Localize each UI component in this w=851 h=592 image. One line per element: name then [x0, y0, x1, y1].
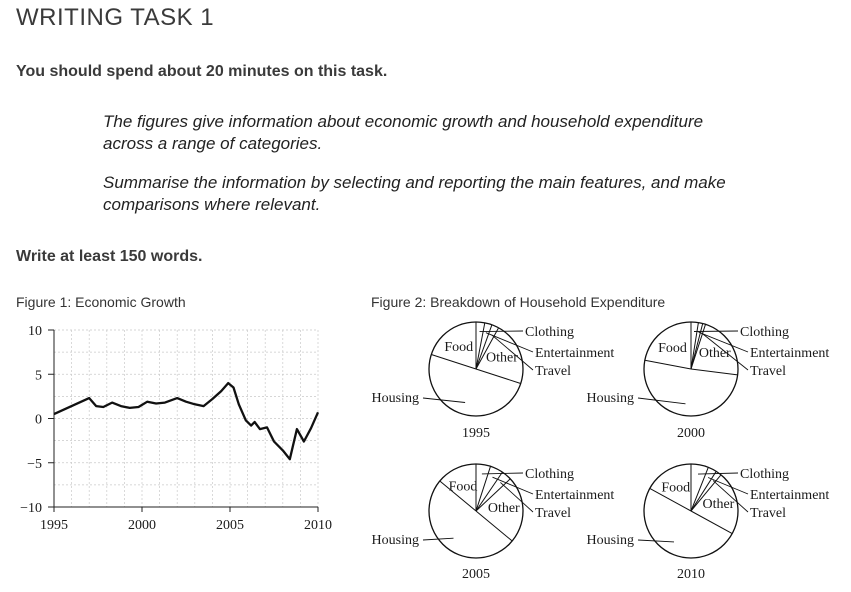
- slice-label-clothing-leader: [697, 472, 739, 475]
- pie-slice-boundary: [475, 510, 513, 542]
- pie-slice-boundary: [475, 327, 500, 370]
- pie-1995: Food Other Clothing Entertainment Travel Hous…: [372, 321, 614, 441]
- slice-label-travel: Travel: [750, 364, 786, 379]
- slice-label-housing-leader: [637, 539, 675, 543]
- time-instruction: You should spend about 20 minutes on thi…: [16, 63, 388, 80]
- slice-label-travel-leader: [712, 480, 749, 513]
- slice-label-other: Other: [699, 346, 731, 361]
- slice-label-travel: Travel: [535, 506, 571, 521]
- pie-slice-boundary: [475, 368, 521, 384]
- slice-label-travel-leader: [491, 334, 534, 371]
- pie-year-label: 2005: [462, 567, 490, 582]
- slice-label-food: Food: [661, 481, 690, 496]
- slice-label-housing-leader: [422, 537, 454, 541]
- y-tick-label: 5: [35, 368, 42, 383]
- slice-label-clothing-leader: [479, 330, 524, 333]
- pie-slice-boundary: [690, 510, 733, 535]
- pie-slice-boundary: [475, 324, 493, 370]
- pie-2005: Food Other Clothing Entertainment Travel Hous…: [372, 463, 614, 582]
- pie-year-label: 2000: [677, 426, 705, 441]
- slice-label-housing: Housing: [372, 391, 419, 406]
- y-tick-label: 0: [35, 413, 42, 428]
- slice-label-clothing: Clothing: [525, 467, 574, 482]
- y-tick-label: −5: [27, 457, 42, 472]
- pie-2010: Food Other Clothing Entertainment Travel Hous…: [587, 463, 829, 582]
- slice-label-travel: Travel: [750, 506, 786, 521]
- pie-year-label: 2010: [677, 567, 705, 582]
- y-tick-label: 10: [28, 324, 42, 339]
- pie-slice-boundary: [690, 322, 699, 370]
- slice-label-entertainment-leader: [707, 477, 749, 495]
- slice-label-food: Food: [444, 340, 473, 355]
- figure-1-title: Figure 1: Economic Growth: [16, 294, 186, 310]
- slice-label-entertainment: Entertainment: [535, 488, 614, 503]
- slice-label-travel-leader: [500, 482, 534, 513]
- slice-label-travel: Travel: [535, 364, 571, 379]
- task-instruction: Summarise the information by selecting a…: [103, 173, 726, 214]
- pie-slice-boundary: [475, 471, 503, 512]
- slice-label-clothing-leader: [481, 472, 524, 475]
- pie-2000: Food Other Clothing Entertainment Travel Hous…: [587, 321, 829, 441]
- slice-label-entertainment-leader: [698, 331, 749, 353]
- slice-label-entertainment: Entertainment: [750, 346, 829, 361]
- pie-slice-boundary: [644, 359, 692, 370]
- slice-label-clothing: Clothing: [525, 325, 574, 340]
- pie-slice-boundary: [690, 368, 738, 376]
- pie-slice-boundary: [475, 322, 486, 370]
- task-description: The figures give information about econo…: [103, 112, 704, 153]
- slice-label-other: Other: [488, 501, 520, 516]
- word-count-instruction: Write at least 150 words.: [16, 248, 203, 265]
- slice-label-entertainment-leader: [485, 332, 534, 353]
- pie-slice-boundary: [475, 478, 511, 512]
- slice-label-food: Food: [449, 480, 478, 495]
- slice-label-entertainment-leader: [492, 476, 534, 495]
- page-title: WRITING TASK 1: [16, 4, 215, 31]
- slice-label-clothing: Clothing: [740, 325, 789, 340]
- slice-label-entertainment: Entertainment: [750, 488, 829, 503]
- pie-slice-boundary: [439, 480, 477, 512]
- x-tick-label: 1995: [40, 518, 68, 533]
- slice-label-clothing-leader: [693, 330, 739, 332]
- slice-label-housing: Housing: [587, 391, 634, 406]
- x-tick-label: 2000: [128, 518, 156, 533]
- pie-slice-boundary: [690, 471, 717, 512]
- slice-label-other: Other: [702, 497, 734, 512]
- slice-label-food: Food: [658, 341, 687, 356]
- slice-label-clothing: Clothing: [740, 467, 789, 482]
- slice-label-housing: Housing: [587, 533, 634, 548]
- pie-slice-boundary: [431, 354, 477, 370]
- slice-label-housing-leader: [422, 397, 466, 403]
- pie-year-label: 1995: [462, 426, 490, 441]
- pie-slice-boundary: [690, 467, 709, 512]
- pie-slice-boundary: [649, 487, 692, 512]
- growth-line: [53, 381, 320, 461]
- slice-label-entertainment: Entertainment: [535, 346, 614, 361]
- slice-label-other: Other: [486, 351, 518, 366]
- y-tick-label: −10: [20, 501, 42, 516]
- slice-label-travel-leader: [701, 332, 749, 371]
- slice-label-housing-leader: [637, 397, 686, 405]
- x-tick-label: 2010: [304, 518, 332, 533]
- figure-2-title: Figure 2: Breakdown of Household Expendi…: [371, 294, 666, 310]
- x-tick-label: 2005: [216, 518, 244, 533]
- slice-label-housing: Housing: [372, 533, 419, 548]
